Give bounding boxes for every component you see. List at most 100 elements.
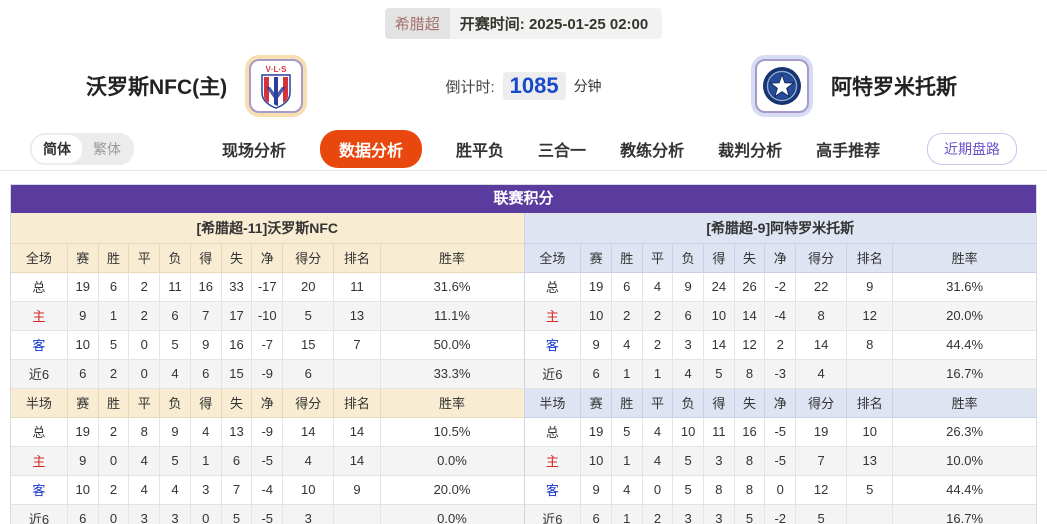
tab-win-draw-lose[interactable]: 胜平负	[456, 142, 505, 160]
table-cell: 10	[580, 445, 612, 476]
column-header: 得分	[795, 387, 848, 418]
table-cell: 2	[610, 300, 643, 331]
table-cell: 11	[159, 271, 191, 302]
table-cell	[333, 503, 381, 524]
recent-odds-button[interactable]: 近期盘路	[927, 132, 1017, 165]
table-cell: 6	[66, 358, 99, 389]
table-cell: 15	[220, 358, 253, 389]
countdown-label: 倒计时:	[445, 78, 495, 96]
table-cell: 2	[128, 300, 161, 331]
table-cell: 9	[846, 271, 894, 302]
column-header: 平	[128, 387, 161, 418]
team-table-title: [希腊超-9]阿特罗米托斯	[524, 213, 1036, 244]
table-cell: 6	[159, 300, 191, 331]
tab-expert-picks[interactable]: 高手推荐	[816, 142, 881, 160]
team-table-title-row: [希腊超-11]沃罗斯NFC	[11, 213, 524, 244]
scope-label: 半场	[11, 387, 68, 418]
table-cell: 3	[672, 503, 704, 524]
table-cell: 20.0%	[892, 300, 1036, 331]
table-cell: 16	[733, 416, 766, 447]
home-standings: [希腊超-11]沃罗斯NFC 全场赛胜平负得失净得分 排名 胜率总 19 6 2 11 16 33…	[11, 213, 524, 524]
lang-simplified[interactable]: 简体	[32, 134, 82, 163]
table-cell: 0	[764, 474, 797, 505]
table-cell: 10	[846, 416, 894, 447]
column-header: 胜率	[892, 242, 1036, 273]
table-cell: 26	[733, 271, 766, 302]
table-row: 近6 6 0 3 3 0 5 -5 3 0.0%	[11, 503, 524, 524]
table-cell: 6	[282, 358, 335, 389]
league-badge: 希腊超	[384, 8, 450, 39]
column-header: 得分	[282, 387, 335, 418]
table-cell: 13	[333, 300, 381, 331]
column-header: 净	[251, 242, 284, 273]
tab-live-analysis[interactable]: 现场分析	[222, 142, 287, 160]
table-cell: 5	[220, 503, 253, 524]
table-cell: 3	[672, 329, 704, 360]
match-chip: 希腊超 开赛时间: 2025-01-25 02:00	[384, 8, 663, 39]
table-cell: -2	[764, 271, 797, 302]
table-cell: 4	[610, 329, 643, 360]
column-header: 净	[764, 242, 797, 273]
column-header: 平	[641, 387, 674, 418]
column-header: 净	[764, 387, 797, 418]
table-cell: 10	[703, 300, 735, 331]
column-header: 负	[159, 242, 191, 273]
column-header: 赛	[580, 242, 612, 273]
table-cell: 4	[128, 445, 161, 476]
table-cell: 6	[189, 358, 222, 389]
tab-coach-analysis[interactable]: 教练分析	[620, 142, 685, 160]
home-team: 沃罗斯NFC(主) V·L·S	[86, 55, 308, 117]
table-cell: 1	[97, 300, 130, 331]
table-cell: 5	[846, 474, 894, 505]
table-cell: 17	[220, 300, 253, 331]
table-row: 近6 6 1 2 3 3 5 -2 5 16.7%	[524, 503, 1036, 524]
table-row: 客 10 5 0 5 9 16 -7 15 7 50.0%	[11, 329, 524, 360]
league-standings: 联赛积分 [希腊超-11]沃罗斯NFC 全场赛胜平负得失净得分 排名 胜率总 19 6 2 1…	[10, 184, 1037, 524]
table-cell: 5	[672, 474, 704, 505]
table-cell: 20.0%	[379, 474, 524, 505]
row-label: 客	[524, 474, 582, 505]
column-header-row: 半场赛胜平负得失净得分 排名 胜率	[524, 387, 1036, 418]
row-label: 近6	[524, 503, 582, 524]
home-team-name: 沃罗斯NFC(主)	[86, 76, 228, 99]
row-label: 主	[11, 445, 68, 476]
table-cell: 4	[795, 358, 848, 389]
table-cell: 7	[220, 474, 253, 505]
table-row: 客 10 2 4 4 3 7 -4 10 9 20.0%	[11, 474, 524, 505]
column-header: 排名	[846, 387, 894, 418]
table-cell: 22	[795, 271, 848, 302]
table-row: 近6 6 2 0 4 6 15 -9 6 33.3%	[11, 358, 524, 389]
row-label: 总	[11, 416, 68, 447]
countdown-value: 1085	[502, 72, 566, 100]
table-cell: 7	[795, 445, 848, 476]
table-cell: 13	[220, 416, 253, 447]
table-cell: -5	[764, 445, 797, 476]
column-header: 平	[128, 242, 161, 273]
tab-referee-analysis[interactable]: 裁判分析	[718, 142, 783, 160]
table-row: 总 19 2 8 9 4 13 -9 14 14 10.5%	[11, 416, 524, 447]
table-cell: -9	[251, 358, 284, 389]
row-label: 近6	[11, 358, 68, 389]
lang-traditional[interactable]: 繁体	[93, 140, 121, 157]
column-header: 胜率	[379, 387, 524, 418]
row-label: 总	[524, 271, 582, 302]
column-header: 失	[733, 387, 766, 418]
table-cell: 4	[641, 416, 674, 447]
table-cell: 3	[703, 445, 735, 476]
table-cell: 1	[641, 358, 674, 389]
table-cell: 14	[333, 445, 381, 476]
table-row: 客 9 4 0 5 8 8 0 12 5 44.4%	[524, 474, 1036, 505]
lang-toggle[interactable]: 简体 繁体	[30, 132, 134, 165]
table-cell: 4	[641, 271, 674, 302]
row-label: 客	[524, 329, 582, 360]
tab-three-in-one[interactable]: 三合一	[538, 142, 587, 160]
table-cell: 4	[189, 416, 222, 447]
table-cell: 8	[733, 445, 766, 476]
table-cell: 12	[795, 474, 848, 505]
column-header: 赛	[66, 242, 99, 273]
home-standings-table: [希腊超-11]沃罗斯NFC 全场赛胜平负得失净得分 排名 胜率总 19 6 2 11 16 33…	[11, 213, 524, 524]
tab-data-analysis[interactable]: 数据分析	[320, 129, 423, 168]
table-cell: 33.3%	[379, 358, 524, 389]
table-cell: 3	[189, 474, 222, 505]
column-header: 排名	[333, 242, 381, 273]
